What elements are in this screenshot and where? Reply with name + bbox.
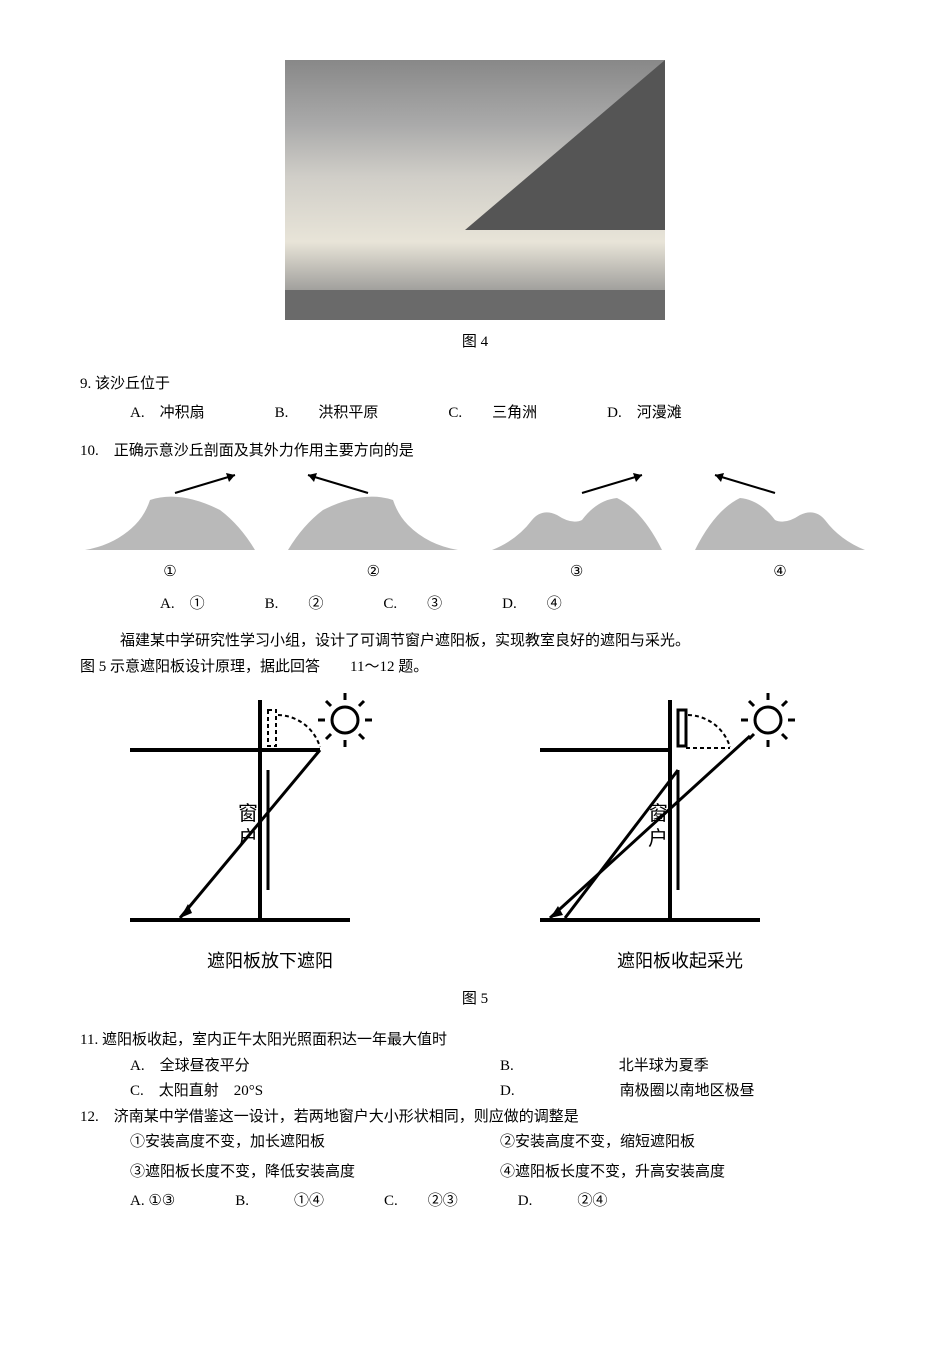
q11-c[interactable]: C. 太阳直射 20°S (130, 1079, 500, 1105)
q10-stem: 10. 正确示意沙丘剖面及其外力作用主要方向的是 (80, 439, 870, 465)
q12-choices: A. ①③ B. ①④ C. ②③ D. ②④ (80, 1189, 870, 1215)
q9-d[interactable]: D. 河漫滩 (607, 401, 682, 427)
q9-choices: A. 冲积扇 B. 洪积平原 C. 三角洲 D. 河漫滩 (80, 401, 870, 427)
q12-s2: ②安装高度不变，缩短遮阳板 (500, 1130, 870, 1156)
dune-3: ③ (487, 470, 667, 586)
q12-s4: ④遮阳板长度不变，升高安装高度 (500, 1160, 870, 1186)
dune-2-label: ② (283, 560, 463, 586)
q9-c[interactable]: C. 三角洲 (448, 401, 537, 427)
q11-a[interactable]: A. 全球昼夜平分 (130, 1054, 500, 1080)
q10-choices: A. ① B. ② C. ③ D. ④ (80, 592, 870, 618)
q11-stem: 11. 遮阳板收起，室内正午太阳光照面积达一年最大值时 (80, 1028, 870, 1054)
svg-text:户: 户 (238, 827, 258, 850)
q11-d[interactable]: D. 南极圈以南地区极昼 (500, 1079, 870, 1105)
dune-1: ① (80, 470, 260, 586)
q9-a[interactable]: A. 冲积扇 (130, 401, 205, 427)
q11-row1: A. 全球昼夜平分 B. 北半球为夏季 (80, 1054, 870, 1080)
shade-row: 窗 户 遮阳板放下遮阳 窗 户 遮阳板收起采光 (80, 690, 870, 977)
q10-d[interactable]: D. ④ (502, 592, 562, 618)
q11-b[interactable]: B. 北半球为夏季 (500, 1054, 870, 1080)
q12-subs: ①安装高度不变，加长遮阳板 ②安装高度不变，缩短遮阳板 ③遮阳板长度不变，降低安… (80, 1130, 870, 1189)
svg-text:窗: 窗 (648, 802, 668, 825)
dune-1-label: ① (80, 560, 260, 586)
fig4-photo (285, 60, 665, 320)
dune-2: ② (283, 470, 463, 586)
q9-b[interactable]: B. 洪积平原 (275, 401, 379, 427)
dune-4: ④ (690, 470, 870, 586)
dune-4-label: ④ (690, 560, 870, 586)
shade-left-label: 遮阳板放下遮阳 (120, 946, 420, 977)
q12-a[interactable]: A. ①③ (130, 1189, 175, 1215)
q10-c[interactable]: C. ③ (383, 592, 442, 618)
q10-a[interactable]: A. ① (160, 592, 205, 618)
dune-3-label: ③ (487, 560, 667, 586)
shade-right: 窗 户 遮阳板收起采光 (530, 690, 830, 977)
q12-d[interactable]: D. ②④ (518, 1189, 608, 1215)
fig5-label: 图 5 (80, 987, 870, 1013)
q9-stem: 9. 该沙丘位于 (80, 372, 870, 398)
dune-row: ① ② ③ ④ (80, 470, 870, 586)
q10-b[interactable]: B. ② (265, 592, 324, 618)
q11-row2: C. 太阳直射 20°S D. 南极圈以南地区极昼 (80, 1079, 870, 1105)
passage-intro1: 福建某中学研究性学习小组，设计了可调节窗户遮阳板，实现教室良好的遮阳与采光。 (80, 629, 870, 655)
q12-s3: ③遮阳板长度不变，降低安装高度 (130, 1160, 500, 1186)
svg-text:窗: 窗 (238, 802, 258, 825)
shade-right-label: 遮阳板收起采光 (530, 946, 830, 977)
q12-b[interactable]: B. ①④ (235, 1189, 324, 1215)
shade-left: 窗 户 遮阳板放下遮阳 (120, 690, 420, 977)
q12-stem: 12. 济南某中学借鉴这一设计，若两地窗户大小形状相同，则应做的调整是 (80, 1105, 870, 1131)
fig4-label: 图 4 (80, 330, 870, 356)
q12-s1: ①安装高度不变，加长遮阳板 (130, 1130, 500, 1156)
q12-c[interactable]: C. ②③ (384, 1189, 458, 1215)
svg-text:户: 户 (648, 827, 668, 850)
passage-intro2: 图 5 示意遮阳板设计原理，据此回答 11～12 题。 (80, 655, 870, 681)
